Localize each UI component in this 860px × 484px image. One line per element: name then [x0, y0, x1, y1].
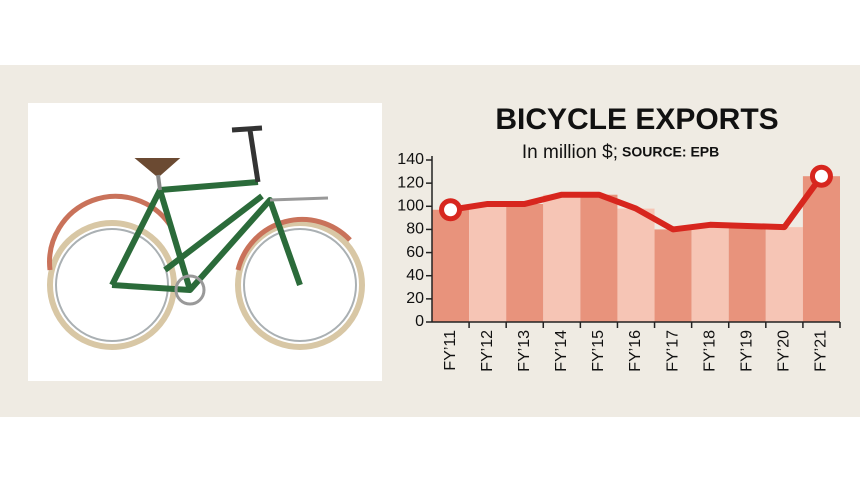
- x-tick-label: FY’17: [664, 330, 681, 372]
- bar: [469, 203, 507, 322]
- y-tick-label: 100: [397, 198, 424, 215]
- bicycle: [47, 125, 365, 350]
- x-tick-label: FY’12: [479, 330, 496, 372]
- x-tick-label: FY’13: [516, 330, 533, 372]
- line: [450, 174, 824, 233]
- x-tick-label: FY’20: [776, 330, 793, 372]
- x-tick-label: FY’15: [590, 330, 607, 372]
- bar: [691, 224, 729, 322]
- end-marker: [809, 164, 833, 188]
- bar: [543, 194, 581, 322]
- chart-source: SOURCE: EPB: [622, 144, 719, 160]
- end-marker: [439, 198, 463, 222]
- x-tick-label: FY’18: [701, 330, 718, 372]
- bar: [654, 229, 692, 322]
- y-tick-label: 140: [397, 151, 424, 168]
- x-tick-label: FY’11: [442, 330, 459, 371]
- bar: [765, 227, 803, 322]
- bar: [802, 176, 840, 322]
- y-tick-label: 20: [406, 290, 424, 307]
- bar: [617, 208, 655, 322]
- bar: [432, 209, 470, 322]
- x-tick-label: FY’14: [553, 330, 570, 372]
- y-tick-label: 120: [397, 174, 424, 191]
- y-tick-label: 0: [415, 313, 424, 330]
- x-tick-label: FY’19: [738, 330, 755, 372]
- chart-subtitle: In million $;: [522, 142, 618, 163]
- x-tick-label: FY’21: [813, 330, 830, 372]
- y-tick-label: 60: [406, 244, 424, 261]
- bar: [728, 225, 766, 322]
- y-tick-label: 40: [406, 267, 424, 284]
- plot: 0 20 40 60 80 100 120 140 FY’11 FY’12 FY’13 FY’14 FY…: [397, 151, 841, 372]
- x-tick-label: FY’16: [627, 330, 644, 372]
- chart-title: BICYCLE EXPORTS: [495, 103, 778, 136]
- bar: [506, 203, 544, 322]
- y-tick-label: 80: [406, 221, 424, 238]
- bar: [580, 194, 618, 322]
